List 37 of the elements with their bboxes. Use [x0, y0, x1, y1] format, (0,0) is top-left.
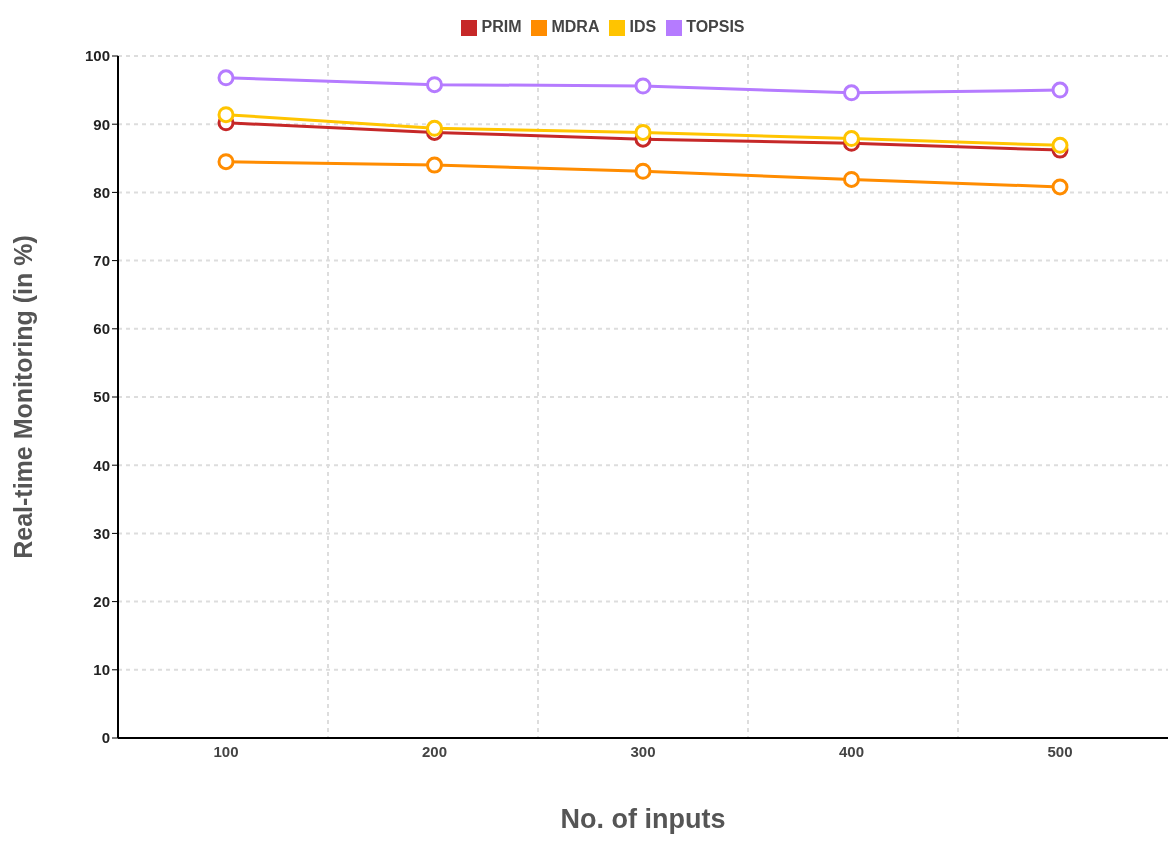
y-tick-label: 100	[84, 47, 110, 65]
y-tick-label: 70	[93, 251, 110, 269]
point	[426, 76, 443, 94]
legend-label: PRIM	[481, 18, 522, 35]
point	[843, 84, 860, 102]
point	[217, 106, 235, 124]
y-axis-title: Real-time Monitoring (in %)	[8, 235, 37, 559]
y-tick-label: 60	[93, 320, 110, 338]
y-tick-label: 20	[93, 592, 110, 610]
x-tick-label: 300	[630, 742, 656, 760]
point	[843, 170, 860, 188]
point	[634, 162, 652, 180]
point	[217, 69, 235, 87]
x-tick-label: 100	[213, 742, 239, 760]
y-tick-label: 90	[93, 115, 110, 133]
legend-label: IDS	[629, 18, 657, 35]
legend-label: MDRA	[551, 18, 600, 35]
point	[1051, 178, 1069, 196]
point	[426, 119, 443, 137]
y-tick-label: 50	[93, 388, 110, 406]
point	[634, 77, 652, 95]
y-tick-label: 10	[93, 661, 110, 679]
x-axis-title: No. of inputs	[560, 804, 726, 834]
point	[217, 153, 235, 171]
legend-label: TOPSIS	[686, 18, 745, 35]
point	[426, 156, 443, 174]
y-tick-label: 80	[93, 183, 110, 201]
x-tick-label: 200	[421, 742, 448, 760]
x-tick-label: 500	[1047, 742, 1073, 760]
y-tick-label: 0	[101, 729, 110, 747]
y-tick-label: 40	[93, 456, 110, 474]
point	[1051, 81, 1069, 99]
point	[634, 123, 652, 141]
point	[843, 130, 860, 148]
x-tick-label: 400	[838, 742, 865, 760]
point	[1051, 136, 1069, 154]
y-tick-label: 30	[93, 524, 110, 542]
